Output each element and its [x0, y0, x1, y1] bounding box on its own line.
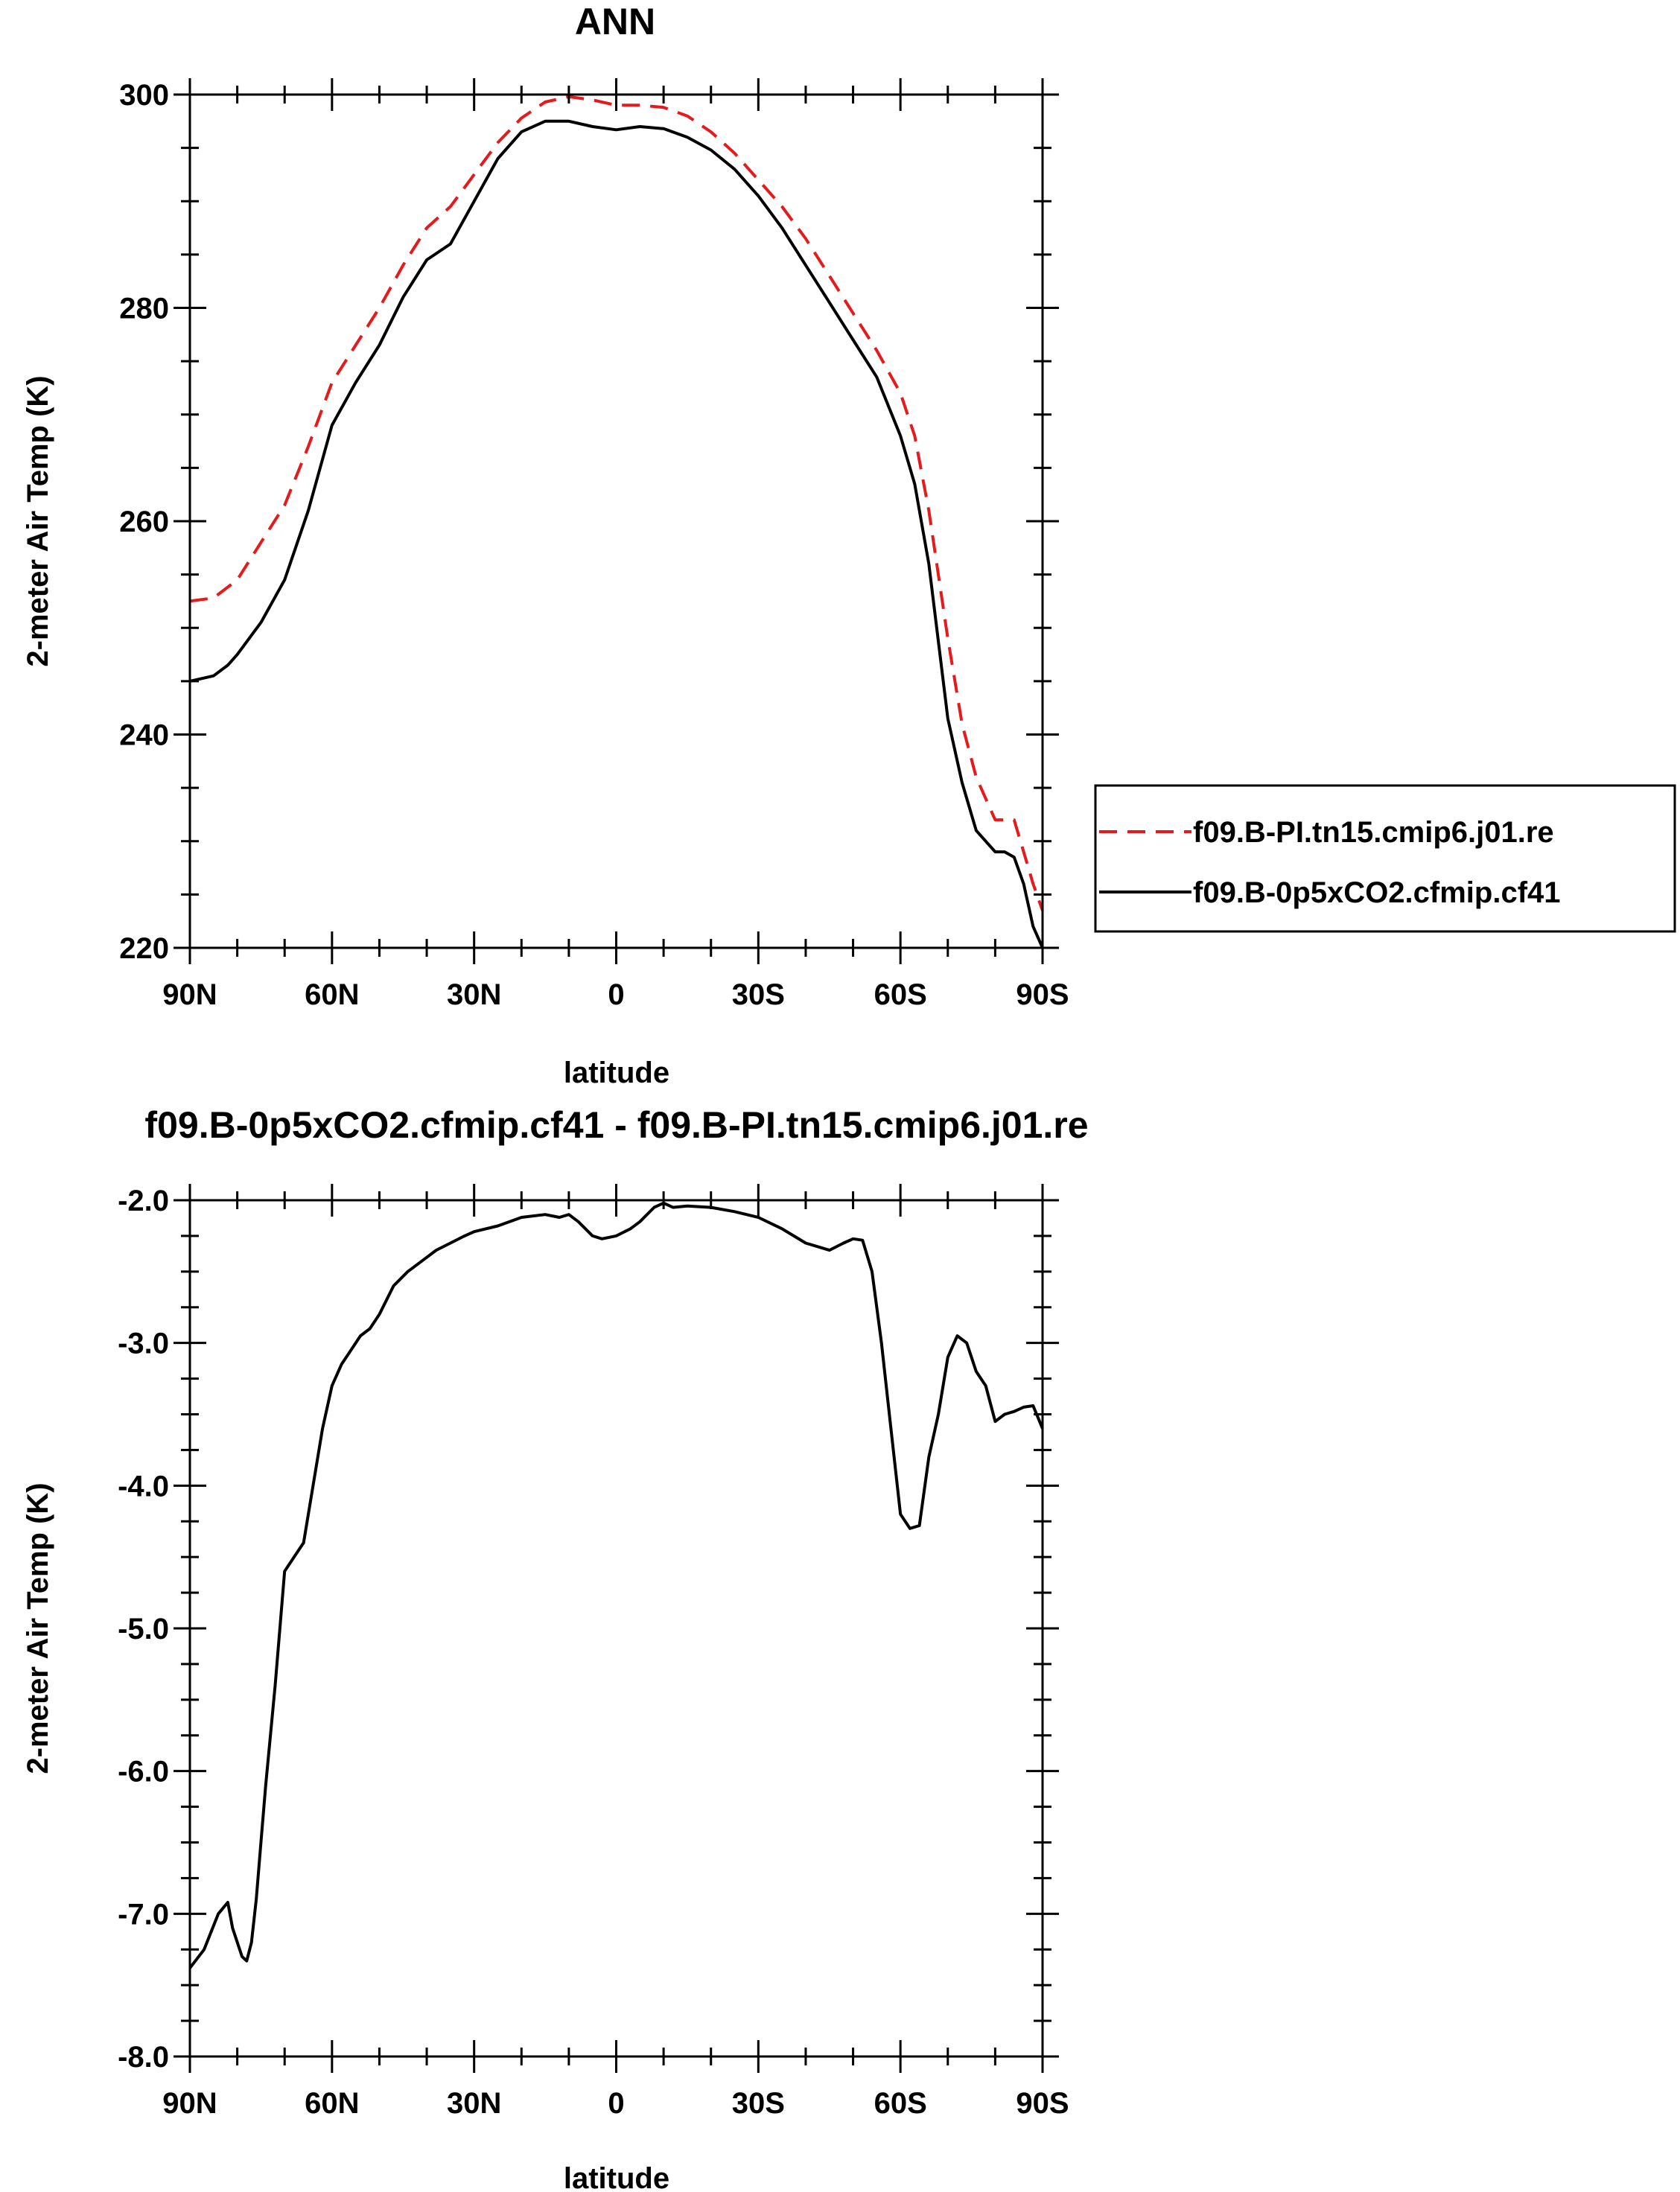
bottom-chart-series-layer — [188, 1201, 1044, 1969]
top-chart-y-axis-label: 2-meter Air Temp (K) — [22, 375, 54, 666]
top-chart-frame — [188, 93, 1044, 949]
bottom-chart-panel: f09.B-0p5xCO2.cfmip.cf41 - f09.B-PI.tn15… — [22, 1104, 1089, 2192]
bottom-chart-x-tick-label: 90S — [1016, 2087, 1069, 2120]
legend-label-series-1: f09.B-PI.tn15.cmip6.j01.re — [1193, 816, 1554, 849]
bottom-chart-title: f09.B-0p5xCO2.cfmip.cf41 - f09.B-PI.tn15… — [144, 1104, 1088, 1146]
bottom-chart-y-tick-label: -7.0 — [118, 1898, 169, 1931]
bottom-chart-y-axis-label: 2-meter Air Temp (K) — [22, 1482, 54, 1774]
legend-label-series-2: f09.B-0p5xCO2.cfmip.cf41 — [1193, 876, 1561, 909]
top-chart-x-tick-label: 90N — [162, 978, 217, 1011]
top-chart-legend: f09.B-PI.tn15.cmip6.j01.re f09.B-0p5xCO2… — [1094, 784, 1676, 933]
top-chart-series-layer — [189, 95, 1044, 949]
top-chart-x-tick-label: 60S — [874, 978, 927, 1011]
bottom-chart-y-tick-label: -2.0 — [118, 1185, 169, 1217]
bottom-chart-x-tick-label: 30N — [447, 2087, 501, 2120]
bottom-chart-x-tick-label: 0 — [608, 2087, 624, 2120]
bottom-chart-y-tick-label: -3.0 — [118, 1328, 169, 1360]
top-chart-x-tick-label: 30S — [732, 978, 785, 1011]
bottom-chart-x-axis-label: latitude — [564, 2162, 669, 2192]
bottom-chart-x-tick-label: 60N — [305, 2087, 359, 2120]
top-chart-y-tick-label: 240 — [119, 719, 169, 752]
top-chart-title: ANN — [575, 1, 655, 42]
bottom-chart-y-tick-label: -5.0 — [118, 1613, 169, 1645]
top-chart-x-tick-label: 60N — [305, 978, 359, 1011]
top-chart-y-tick-label: 220 — [119, 932, 169, 965]
top-chart-ticks: 90N 60N 30N 0 30S 60S 90S 220 240 260 280 300 — [119, 78, 1069, 1011]
top-chart-x-axis-label: latitude — [564, 1057, 669, 1089]
bottom-chart-x-tick-label: 30S — [732, 2087, 785, 2120]
top-chart-panel: ANN 90N 60N 30N 0 30S 60S 90S 220 240 260 280 300 l… — [22, 1, 1676, 1089]
top-chart-series-line-1 — [189, 95, 1044, 911]
top-chart-x-tick-label: 0 — [608, 978, 624, 1011]
top-chart-y-tick-label: 280 — [119, 293, 169, 325]
top-chart-x-tick-label: 90S — [1016, 978, 1069, 1011]
bottom-chart-x-tick-label: 60S — [874, 2087, 927, 2120]
bottom-chart-series-line-1 — [188, 1201, 1044, 1969]
bottom-chart-x-tick-label: 90N — [162, 2087, 217, 2120]
top-chart-x-tick-label: 30N — [447, 978, 501, 1011]
top-chart-y-tick-label: 300 — [119, 79, 169, 112]
bottom-chart-y-tick-label: -4.0 — [118, 1470, 169, 1503]
top-chart-series-line-2 — [189, 119, 1044, 949]
top-chart-y-tick-label: 260 — [119, 506, 169, 538]
legend-box — [1094, 784, 1676, 933]
bottom-chart-y-tick-label: -8.0 — [118, 2041, 169, 2074]
bottom-chart-y-tick-label: -6.0 — [118, 1756, 169, 1788]
bottom-chart-ticks: 90N 60N 30N 0 30S 60S 90S -8.0 -7.0 -6.0 -5.0 -4.0 -… — [118, 1184, 1069, 2120]
bottom-chart-frame — [188, 1199, 1044, 2058]
